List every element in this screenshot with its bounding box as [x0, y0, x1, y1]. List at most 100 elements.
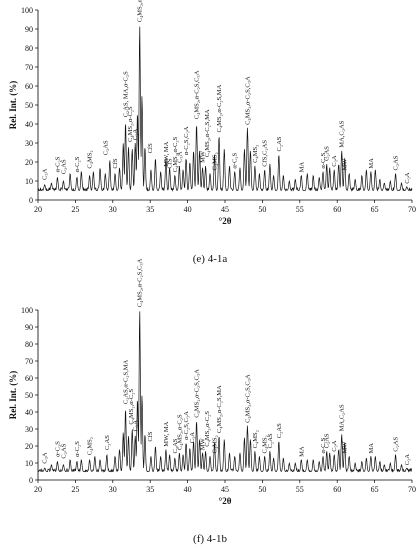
y-tick-label: 90: [25, 323, 33, 332]
peak-annotation: α-C₂S: [320, 152, 327, 168]
x-tick-label: 55: [296, 485, 304, 494]
x-axis-label: °2θ: [219, 496, 232, 506]
peak-annotation: MW: [342, 441, 349, 454]
peak-annotation: C₄MS₂,α-C₂S: [172, 136, 179, 172]
y-tick-label: 40: [25, 408, 33, 417]
peak-annotation: C₂AS: [324, 433, 331, 448]
peak-annotation: MA: [368, 443, 375, 454]
peak-annotation: C₄MS₂,α-C₂S,MA: [216, 84, 223, 132]
peak-annotation: CfS: [167, 158, 174, 169]
peak-annotation: MW: [200, 437, 207, 450]
peak-annotation: C₂AS: [276, 136, 283, 151]
peak-annotation: C₄MS₂,α-C₂S: [176, 414, 183, 450]
peak-annotation: α-C₂S: [74, 156, 81, 172]
peak-annotation: C₂AS: [102, 140, 109, 155]
peak-annotation: C₄MS₂: [262, 435, 269, 453]
x-tick-label: 45: [221, 485, 229, 494]
peak-annotation: C₄MS₂: [252, 430, 259, 448]
peak-annotation: CfS: [112, 158, 119, 169]
peak-annotation: C₄MS₂,α-C₂S,MA: [216, 385, 223, 433]
peak-annotation: C₃A: [331, 155, 338, 167]
peak-annotation: α-C₂S: [54, 156, 61, 172]
y-tick-label: 0: [29, 476, 33, 485]
peak-annotation: C₄MS₂,α-C₂S,C₃A: [244, 374, 251, 423]
y-tick-label: 50: [25, 391, 33, 400]
panel-caption: (e) 4-1a: [193, 253, 228, 265]
peak-annotation: MA: [368, 158, 375, 169]
peak-annotation: MA,C₂AS: [339, 120, 346, 147]
y-tick-label: 80: [25, 44, 33, 53]
peak-annotation: MW, MA: [163, 421, 170, 446]
y-axis-label: Rel. Int. (%): [8, 81, 18, 130]
peak-annotation: C₃A: [404, 172, 411, 184]
peak-annotation: C₃A: [189, 432, 196, 444]
y-tick-label: 70: [25, 63, 33, 72]
xrd-pattern-line: [38, 26, 413, 192]
y-tick-label: 40: [25, 120, 33, 129]
x-tick-label: 35: [146, 205, 154, 214]
peak-annotation: C₃A: [176, 151, 183, 163]
peak-annotation: α-C₂S: [74, 441, 81, 457]
y-tick-label: 0: [29, 196, 33, 205]
y-tick-label: 90: [25, 25, 33, 34]
peak-annotation: C₂AS: [104, 435, 111, 450]
peak-annotation: C₃A: [42, 168, 49, 180]
y-tick-label: 30: [25, 139, 33, 148]
chart-panel-1: 0 10 20 30 40 50 60 70 80 90 100 20 25 30 35 40 45 50 55 60…: [8, 0, 416, 265]
peak-annotation: C₄MS₂,α-C₂S,C₃A: [194, 369, 201, 418]
peak-annotation: α-C₂S: [320, 437, 327, 453]
peak-annotation: CfS,C₂AS: [262, 140, 269, 167]
x-tick-label: 20: [34, 205, 42, 214]
x-tick-label: 25: [71, 485, 79, 494]
peak-annotation: C₄MS₂,α-C₂S: [204, 411, 211, 447]
peak-annotation: CfS: [147, 143, 154, 154]
x-tick-label: 70: [408, 205, 416, 214]
peak-annotation: α-C₂S,C₃A: [183, 411, 190, 440]
peak-annotation: α-C₂S: [232, 152, 239, 168]
x-tick-label: 60: [333, 485, 341, 494]
x-tick-label: 70: [408, 485, 416, 494]
x-tick-label: 50: [258, 205, 266, 214]
peak-annotation: C₄MS₂,α-C₂S,C₃A: [137, 258, 144, 307]
x-tick-label: 55: [296, 205, 304, 214]
peak-annotation: MA: [298, 446, 305, 457]
y-tick-label: 60: [25, 82, 33, 91]
peak-annotation: C₃A: [132, 128, 139, 140]
peak-annotation: C₄MS₂: [212, 435, 219, 453]
y-tick-label: 10: [25, 177, 33, 186]
peak-annotation: CfS: [147, 431, 154, 442]
x-tick-label: 30: [109, 205, 117, 214]
x-axis-label: °2θ: [219, 216, 232, 226]
y-tick-label: 100: [21, 306, 33, 315]
peak-annotation: C₄MS₂,α-C₂S,C₃A: [244, 76, 251, 125]
peak-annotation: C₄MS₂,α-C₂S: [128, 389, 135, 425]
peak-annotation: C₂AS,α-C₂S,MA: [123, 359, 130, 404]
peak-annotation: α-C₂S: [54, 441, 61, 457]
peak-annotation: C₄MS₂,α-C₂S,MA: [204, 109, 211, 157]
peak-annotation: C₄MS₂,α-C₂S,C₃A: [194, 70, 201, 119]
peak-annotation: C₃A: [331, 440, 338, 452]
y-tick-label: 20: [25, 158, 33, 167]
peak-annotation: MW: [342, 158, 349, 171]
x-tick-label: 40: [184, 485, 192, 494]
peak-annotation: C₂AS: [172, 438, 179, 453]
peak-annotation: C₂AS: [60, 443, 67, 458]
y-axis-label: Rel. Int. (%): [8, 371, 18, 420]
y-tick-label: 60: [25, 374, 33, 383]
chart-panel-2: 0 10 20 30 40 50 60 70 80 90 100 20 25 30 35 40 45 50 55 60…: [8, 258, 416, 545]
peak-annotation: C₂AS: [324, 146, 331, 161]
x-tick-label: 30: [109, 485, 117, 494]
peak-annotation: C₂AS: [276, 423, 283, 438]
peak-annotation: C₂AS: [60, 159, 67, 174]
x-tick-label: 60: [333, 205, 341, 214]
peak-annotation: α-C₂S,C₃A: [183, 126, 190, 155]
peak-annotation: C₄MS₂: [212, 152, 219, 170]
peak-annotation: C₃A: [404, 454, 411, 466]
peak-annotation: MA: [298, 162, 305, 173]
x-tick-label: 20: [34, 485, 42, 494]
y-tick-label: 50: [25, 101, 33, 110]
y-tick-label: 30: [25, 425, 33, 434]
peak-annotation: C₂AS: [393, 437, 400, 452]
peak-annotation: C₃A: [42, 452, 49, 464]
peak-annotation: C₂AS: [267, 433, 274, 448]
